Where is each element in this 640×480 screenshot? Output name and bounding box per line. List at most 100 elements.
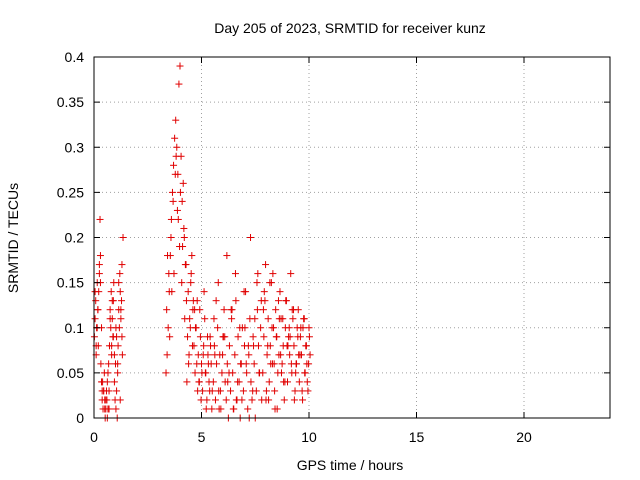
data-point bbox=[117, 306, 125, 314]
data-point bbox=[239, 387, 247, 395]
data-point bbox=[171, 170, 179, 178]
data-point bbox=[272, 333, 280, 341]
data-point bbox=[249, 387, 257, 395]
data-point bbox=[118, 297, 126, 305]
data-point bbox=[223, 360, 231, 368]
data-point bbox=[184, 288, 192, 296]
data-point bbox=[292, 369, 300, 377]
data-point bbox=[282, 297, 290, 305]
data-point bbox=[294, 333, 302, 341]
data-point bbox=[110, 351, 118, 359]
data-point bbox=[211, 396, 219, 404]
data-point bbox=[265, 378, 273, 386]
data-point bbox=[199, 351, 207, 359]
data-point bbox=[232, 396, 240, 404]
data-point bbox=[225, 342, 233, 350]
data-point bbox=[247, 378, 255, 386]
data-point bbox=[271, 405, 279, 413]
data-point bbox=[225, 369, 233, 377]
data-point bbox=[163, 306, 171, 314]
data-point bbox=[178, 197, 186, 205]
data-point bbox=[305, 333, 313, 341]
data-point bbox=[269, 270, 277, 278]
data-point bbox=[274, 297, 282, 305]
data-point bbox=[289, 315, 297, 323]
data-point bbox=[168, 288, 176, 296]
data-point bbox=[108, 342, 116, 350]
data-point bbox=[179, 243, 187, 251]
data-point bbox=[180, 234, 188, 241]
data-point bbox=[303, 378, 311, 386]
data-point bbox=[187, 270, 195, 278]
data-point bbox=[262, 387, 270, 395]
data-point bbox=[286, 333, 294, 341]
data-point bbox=[114, 342, 122, 350]
y-tick-label: 0.4 bbox=[65, 49, 85, 65]
data-point bbox=[200, 342, 208, 350]
data-point bbox=[278, 360, 286, 368]
data-point bbox=[276, 288, 284, 296]
data-point bbox=[164, 324, 172, 332]
data-point bbox=[286, 351, 294, 359]
data-point bbox=[243, 369, 251, 377]
data-point bbox=[176, 188, 184, 196]
y-tick-label: 0.3 bbox=[65, 139, 85, 155]
data-point bbox=[179, 179, 187, 187]
data-point bbox=[170, 161, 178, 169]
data-point bbox=[118, 351, 126, 359]
y-tick-label: 0.2 bbox=[65, 230, 85, 246]
data-point bbox=[104, 369, 112, 377]
data-point bbox=[295, 378, 303, 386]
data-point bbox=[114, 369, 122, 377]
data-point bbox=[254, 270, 262, 278]
data-point bbox=[108, 297, 116, 305]
data-point bbox=[265, 396, 273, 404]
data-point bbox=[250, 342, 258, 350]
data-point bbox=[209, 378, 217, 386]
data-point bbox=[182, 261, 190, 269]
data-point bbox=[168, 188, 176, 196]
data-point bbox=[268, 324, 276, 332]
data-point bbox=[280, 396, 288, 404]
data-point bbox=[105, 405, 113, 413]
x-tick-label: 20 bbox=[516, 429, 532, 445]
data-point bbox=[95, 261, 103, 269]
data-point bbox=[116, 270, 124, 278]
data-point bbox=[262, 261, 270, 269]
data-point bbox=[109, 333, 117, 341]
y-tick-label: 0.25 bbox=[57, 184, 84, 200]
data-point bbox=[237, 360, 245, 368]
data-point bbox=[261, 297, 269, 305]
data-point bbox=[231, 351, 239, 359]
data-point bbox=[204, 333, 212, 341]
data-point bbox=[222, 396, 230, 404]
data-point bbox=[245, 351, 253, 359]
data-point bbox=[210, 315, 218, 323]
data-point bbox=[300, 315, 308, 323]
data-point bbox=[188, 342, 196, 350]
data-point bbox=[173, 206, 181, 214]
data-point bbox=[297, 324, 305, 332]
data-point bbox=[173, 143, 181, 151]
grid bbox=[94, 57, 610, 418]
data-point bbox=[196, 306, 204, 314]
data-point bbox=[267, 360, 275, 368]
data-point bbox=[224, 378, 232, 386]
data-point bbox=[305, 360, 313, 368]
data-point bbox=[227, 387, 235, 395]
x-tick-label: 5 bbox=[198, 429, 206, 445]
data-point bbox=[219, 351, 227, 359]
data-point bbox=[264, 342, 272, 350]
data-point bbox=[305, 324, 313, 332]
data-point bbox=[183, 378, 191, 386]
data-point bbox=[189, 297, 197, 305]
data-point bbox=[266, 279, 274, 287]
data-point bbox=[180, 224, 188, 232]
data-point bbox=[185, 351, 193, 359]
data-point bbox=[284, 342, 292, 350]
data-point bbox=[166, 333, 174, 341]
data-point bbox=[301, 369, 309, 377]
data-point bbox=[264, 315, 272, 323]
data-point bbox=[91, 288, 99, 296]
